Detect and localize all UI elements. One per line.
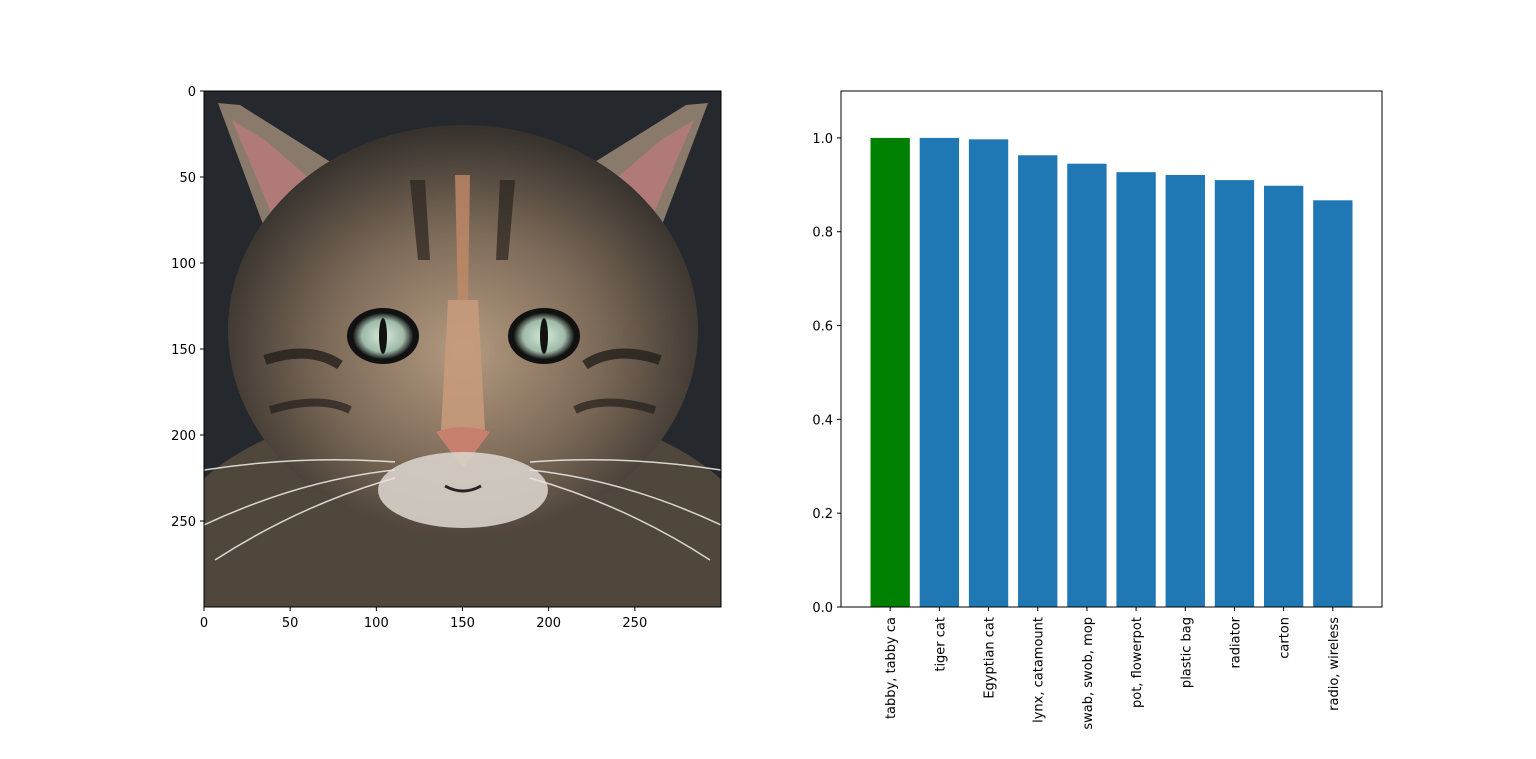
bar-2 bbox=[968, 139, 1009, 608]
image-x-tick-label: 50 bbox=[282, 616, 299, 631]
bar-3 bbox=[1018, 155, 1058, 608]
image-y-tick-label: 50 bbox=[179, 171, 196, 186]
chart-x-tick-label: plastic bag bbox=[1179, 617, 1194, 688]
image-y-axis: 0 50 100 150 200 250 bbox=[171, 85, 204, 530]
bar-6 bbox=[1165, 174, 1205, 607]
image-y-tick-label: 0 bbox=[188, 85, 196, 100]
image-x-tick-label: 100 bbox=[364, 616, 389, 631]
bar-4 bbox=[1067, 163, 1107, 607]
image-x-axis: 0 50 100 150 200 250 bbox=[200, 607, 647, 631]
bar-0 bbox=[870, 137, 910, 607]
bar-5 bbox=[1116, 172, 1156, 608]
chart-y-tick-label: 0.8 bbox=[812, 226, 833, 241]
chart-y-axis: 0.0 0.2 0.4 0.6 0.8 1.0 bbox=[812, 132, 841, 616]
image-x-tick-label: 200 bbox=[536, 616, 561, 631]
bar-1 bbox=[919, 137, 960, 607]
bar-8 bbox=[1263, 185, 1304, 608]
chart-x-tick-label: swab, swob, mop bbox=[1081, 617, 1096, 730]
cat-image bbox=[204, 91, 721, 607]
chart-y-tick-label: 0.4 bbox=[812, 413, 833, 428]
chart-x-tick-label: carton bbox=[1278, 617, 1293, 659]
chart-x-tick-label: Egyptian cat bbox=[983, 617, 998, 699]
chart-x-tick-label: tabby, tabby ca bbox=[884, 617, 899, 719]
image-x-tick-label: 150 bbox=[450, 616, 475, 631]
image-y-tick-label: 150 bbox=[171, 343, 196, 358]
image-y-tick-label: 200 bbox=[171, 429, 196, 444]
image-y-tick-label: 250 bbox=[171, 515, 196, 530]
chart-frame bbox=[840, 90, 1383, 608]
chart-y-tick-label: 0.2 bbox=[812, 507, 833, 522]
chart-x-axis: tabby, tabby ca tiger cat Egyptian cat lynx… bbox=[884, 607, 1342, 730]
chart-x-tick-label: pot, flowerpot bbox=[1130, 617, 1145, 708]
chart-x-tick-label: tiger cat bbox=[933, 617, 948, 672]
chart-y-tick-label: 0.6 bbox=[812, 320, 833, 335]
bar-7 bbox=[1214, 180, 1255, 608]
chart-x-tick-label: lynx, catamount bbox=[1032, 617, 1047, 723]
image-x-tick-label: 250 bbox=[622, 616, 647, 631]
bar-chart: 0.0 0.2 0.4 0.6 0.8 1.0 tabby, tabby ca tiger … bbox=[812, 90, 1383, 730]
chart-y-tick-label: 0.0 bbox=[812, 601, 833, 616]
image-y-tick-label: 100 bbox=[171, 257, 196, 272]
bar-9 bbox=[1313, 200, 1353, 607]
bars bbox=[870, 137, 1353, 608]
chart-x-tick-label: radiator bbox=[1228, 616, 1243, 668]
image-x-tick-label: 0 bbox=[200, 616, 208, 631]
cat-nose bbox=[436, 427, 490, 468]
chart-x-tick-label: radio, wireless bbox=[1327, 617, 1342, 711]
whiskers bbox=[204, 459, 721, 561]
chart-y-tick-label: 1.0 bbox=[812, 132, 833, 147]
image-panel: 0 50 100 150 200 250 0 50 100 150 200 250 bbox=[171, 85, 722, 631]
